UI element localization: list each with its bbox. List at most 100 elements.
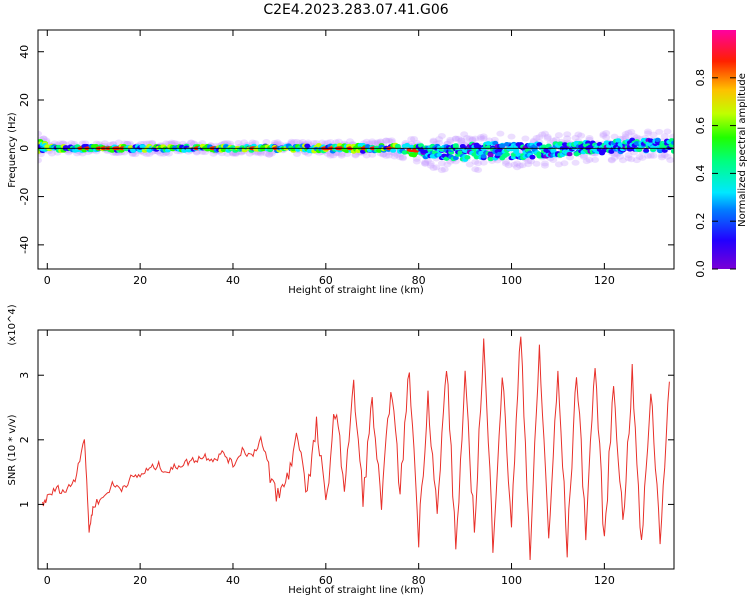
- heat-halo: [412, 158, 421, 165]
- heat-halo: [582, 158, 591, 165]
- heat-halo: [476, 134, 485, 141]
- heat-halo: [426, 160, 435, 167]
- heat-halo: [518, 162, 527, 169]
- heat-halo: [334, 138, 343, 145]
- y-tick-label: -20: [18, 188, 31, 206]
- heat-halo: [540, 130, 549, 137]
- colorbar-tick-label: 0.8: [694, 69, 707, 87]
- heat-halo: [644, 130, 653, 137]
- heat-halo: [574, 131, 583, 138]
- heat-halo: [666, 156, 674, 163]
- heat-cell: [459, 143, 466, 149]
- x-tick-label: 0: [44, 574, 51, 587]
- snr-x-label: Height of straight line (km): [288, 585, 424, 596]
- heat-halo: [602, 134, 611, 141]
- heat-halo: [471, 158, 480, 165]
- snr-frame: [37, 329, 675, 570]
- heat-halo: [293, 138, 302, 145]
- heat-halo: [390, 153, 399, 160]
- heat-cell: [499, 144, 506, 149]
- x-tick-label: 100: [501, 574, 522, 587]
- x-tick-label: 120: [594, 574, 615, 587]
- heat-halo: [649, 131, 658, 138]
- heat-halo: [234, 140, 243, 147]
- heat-halo: [387, 137, 396, 144]
- heat-halo: [579, 152, 588, 159]
- heat-halo: [384, 137, 393, 144]
- heat-halo: [610, 154, 619, 161]
- colorbar-tick-label: 0.4: [694, 165, 707, 183]
- heat-halo: [616, 153, 625, 160]
- heat-halo: [465, 135, 474, 142]
- heat-halo: [591, 156, 600, 163]
- heat-halo: [337, 151, 346, 158]
- heat-cell: [671, 140, 674, 145]
- heat-halo: [421, 160, 430, 167]
- heat-halo: [527, 158, 536, 165]
- heat-halo: [644, 128, 653, 135]
- heat-halo: [599, 132, 608, 139]
- heat-halo: [624, 155, 633, 162]
- colorbar-label: Normalized spectral amplitude: [737, 73, 748, 227]
- heat-halo: [326, 139, 335, 146]
- heat-halo: [309, 140, 318, 147]
- heat-halo: [579, 153, 588, 160]
- heat-halo: [465, 161, 474, 168]
- heat-cell: [401, 150, 408, 155]
- heat-halo: [504, 162, 513, 169]
- heat-halo: [549, 156, 558, 163]
- heat-halo: [602, 130, 611, 137]
- heat-halo: [351, 152, 360, 159]
- x-tick-label: 20: [133, 574, 147, 587]
- heat-halo: [585, 156, 594, 163]
- heat-halo: [326, 152, 335, 159]
- heat-halo: [47, 150, 56, 157]
- heat-halo: [410, 135, 419, 142]
- heat-halo: [468, 136, 477, 143]
- heat-halo: [507, 133, 516, 140]
- spectrogram-heat-layer: [38, 128, 674, 174]
- heat-cell: [529, 155, 536, 160]
- heat-halo: [426, 162, 435, 169]
- colorbar-ticks: 0.0 0.2 0.4 0.6 0.8: [694, 69, 736, 278]
- heat-halo: [585, 134, 594, 141]
- heat-halo: [262, 150, 271, 157]
- heat-halo: [621, 131, 630, 138]
- heat-halo: [560, 160, 569, 167]
- heat-cell: [457, 150, 464, 155]
- heat-halo: [440, 166, 449, 173]
- heat-cell: [643, 148, 650, 153]
- heat-halo: [554, 132, 563, 139]
- y-tick-label: 3: [18, 372, 31, 379]
- heat-halo: [657, 152, 666, 159]
- heat-cell: [404, 142, 411, 148]
- x-tick-label: 120: [594, 274, 615, 287]
- heat-halo: [607, 156, 616, 163]
- y-tick-label: 1: [18, 501, 31, 508]
- heat-halo: [571, 134, 580, 141]
- x-tick-label: 80: [412, 574, 426, 587]
- heat-cell: [315, 143, 322, 148]
- heat-halo: [474, 166, 483, 173]
- heat-halo: [521, 135, 530, 142]
- heat-halo: [644, 152, 653, 159]
- heat-cell: [485, 141, 492, 146]
- x-tick-label: 0: [44, 274, 51, 287]
- heat-halo: [471, 135, 480, 142]
- colorbar-tick-label: 0.2: [694, 212, 707, 230]
- heat-halo: [543, 133, 552, 140]
- heat-cell: [487, 152, 494, 158]
- heat-halo: [337, 152, 346, 159]
- snr-x-axis: 0 20 40 60 80 100 120: [44, 330, 615, 587]
- heat-halo: [627, 156, 636, 163]
- heat-halo: [649, 152, 658, 159]
- heat-halo: [510, 161, 519, 168]
- heat-halo: [618, 157, 627, 164]
- heat-halo: [457, 139, 466, 146]
- heat-halo: [479, 135, 488, 142]
- heat-halo: [329, 152, 338, 159]
- heat-halo: [657, 154, 666, 161]
- heat-halo: [524, 158, 533, 165]
- heat-halo: [599, 131, 608, 138]
